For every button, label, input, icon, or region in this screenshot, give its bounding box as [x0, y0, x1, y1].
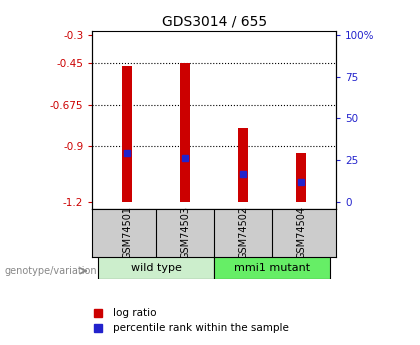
- Bar: [238, 128, 248, 202]
- Text: mmi1 mutant: mmi1 mutant: [234, 263, 310, 273]
- Title: GDS3014 / 655: GDS3014 / 655: [162, 14, 267, 29]
- Bar: [98, 257, 214, 279]
- Text: wild type: wild type: [131, 263, 181, 273]
- Text: log ratio: log ratio: [113, 308, 157, 318]
- Text: GSM74503: GSM74503: [180, 206, 190, 259]
- Bar: [180, 63, 190, 202]
- Text: GSM74502: GSM74502: [238, 206, 248, 259]
- Bar: [214, 257, 330, 279]
- Text: percentile rank within the sample: percentile rank within the sample: [113, 324, 289, 333]
- Text: GSM74501: GSM74501: [122, 206, 132, 259]
- Bar: [122, 66, 132, 202]
- Text: genotype/variation: genotype/variation: [4, 266, 97, 276]
- Text: GSM74504: GSM74504: [296, 206, 306, 259]
- Bar: [296, 153, 307, 202]
